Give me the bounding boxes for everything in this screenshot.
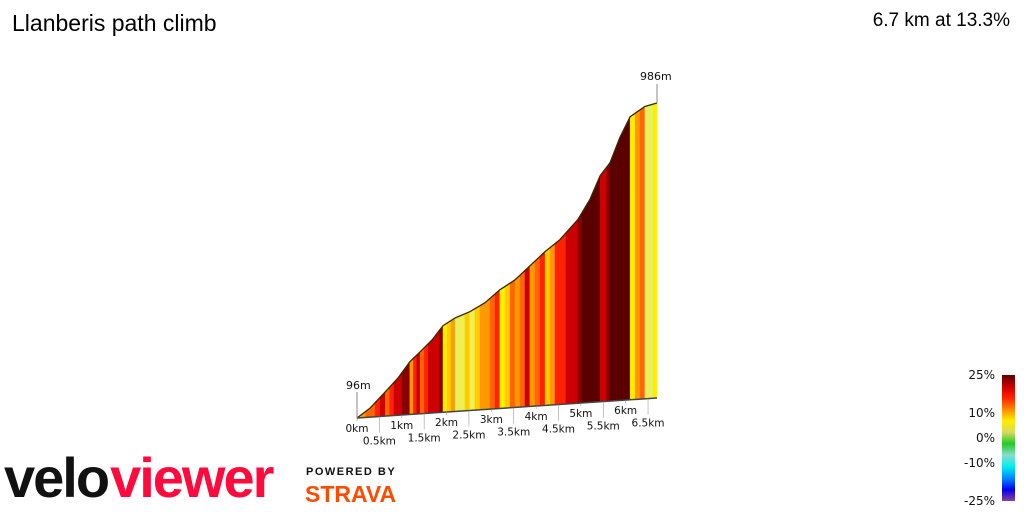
gradient-stripe	[554, 239, 561, 406]
legend-label: -10%	[964, 456, 995, 470]
gradient-stripe	[454, 315, 461, 412]
gradient-stripe	[494, 289, 501, 410]
gradient-stripe	[439, 325, 444, 413]
gradient-stripe	[589, 191, 594, 403]
gradient-stripe	[609, 154, 614, 402]
profile-baseline	[356, 397, 658, 419]
x-tick-label: 4km	[525, 411, 548, 423]
gradient-stripe	[565, 225, 572, 405]
gradient-stripe	[629, 112, 636, 401]
gradient-stripe	[616, 137, 621, 401]
gradient-stripe	[626, 116, 631, 401]
gradient-stripe	[509, 279, 516, 409]
gradient-color-bar	[1002, 375, 1015, 501]
logo-viewer: viewer	[110, 446, 274, 509]
gradient-stripe	[539, 251, 546, 407]
gradient-stripe	[534, 255, 541, 407]
gradient-stripe	[639, 106, 646, 400]
gradient-stripe	[529, 260, 536, 407]
x-tick-label: 4.5km	[542, 424, 575, 436]
legend-label: 25%	[968, 368, 995, 382]
gradient-stripe	[603, 166, 607, 402]
gradient-stripe	[596, 175, 601, 403]
gradient-stripe	[401, 366, 407, 416]
gradient-stripe	[409, 357, 414, 415]
gradient-stripe	[599, 170, 604, 403]
gradient-stripe	[619, 130, 624, 401]
gradient-stripe	[577, 212, 582, 404]
x-tick-label: 0km	[346, 423, 369, 435]
profile-top-line	[356, 102, 658, 419]
gradient-stripe	[613, 145, 617, 402]
x-tick-label: 0.5km	[363, 436, 396, 448]
gradient-stripe	[413, 354, 417, 415]
legend-label: -25%	[964, 494, 995, 508]
gradient-stripe	[585, 198, 591, 403]
gradient-stripe	[446, 320, 452, 413]
gradient-stripe	[593, 183, 597, 403]
x-tick-label: 5.5km	[587, 421, 620, 433]
gradient-stripe	[634, 109, 641, 400]
gradient-stripe	[652, 102, 658, 399]
start-elevation-label: 96m	[346, 379, 371, 392]
gradient-stripe	[479, 302, 486, 411]
gradient-stripe	[559, 232, 567, 405]
gradient-stripe	[389, 381, 395, 417]
x-tick-label: 3.5km	[497, 427, 530, 439]
gradient-stripe	[571, 219, 578, 404]
x-tick-label: 2.5km	[452, 430, 485, 442]
page-title: Llanberis path climb	[12, 10, 217, 36]
gradient-stripe	[405, 361, 411, 415]
gradient-stripe	[519, 270, 526, 408]
powered-by-label: POWERED BY	[306, 466, 397, 478]
gradient-stripe	[423, 343, 429, 414]
gradient-stripe	[450, 317, 456, 412]
gradient-stripe	[484, 297, 491, 410]
gradient-stripe	[648, 103, 654, 399]
profile-outline: 96m 986m	[346, 70, 672, 419]
gradient-stripe	[432, 334, 437, 414]
gradient-stripe	[459, 313, 466, 412]
gradient-stripe	[524, 265, 531, 408]
gradient-stripe	[393, 377, 399, 416]
legend-label: 0%	[976, 431, 995, 445]
x-tick-label: 1km	[390, 420, 413, 432]
gradient-stripe	[397, 371, 403, 416]
profile-stripes	[356, 102, 658, 419]
legend-label: 10%	[968, 406, 995, 420]
x-tick-label: 5km	[569, 408, 592, 420]
gradient-stripe	[606, 162, 611, 402]
gradient-stripe	[442, 322, 448, 413]
gradient-stripe	[474, 305, 481, 411]
gradient-stripe	[581, 205, 587, 404]
veloviewer-logo[interactable]: veloviewer	[4, 446, 274, 509]
strava-logo[interactable]: STRAVA	[305, 481, 397, 507]
end-elevation-label: 986m	[640, 70, 672, 83]
gradient-stripe	[427, 339, 433, 414]
gradient-stripe	[464, 311, 471, 412]
gradient-stripe	[544, 247, 551, 406]
x-tick-label: 1.5km	[408, 433, 441, 445]
x-tick-label: 6.5km	[632, 418, 665, 430]
climb-summary: 6.7 km at 13.3%	[872, 10, 1010, 31]
x-tick-label: 6km	[614, 405, 637, 417]
gradient-stripe	[644, 105, 650, 400]
gradient-stripe	[549, 243, 556, 406]
x-tick-label: 3km	[480, 414, 503, 426]
gradient-legend: 25% 10% 0% -10% -25%	[964, 368, 1015, 508]
gradient-stripe	[419, 347, 425, 415]
gradient-stripe	[514, 274, 521, 408]
gradient-stripe	[623, 123, 627, 401]
logo-velo: velo	[4, 446, 110, 509]
gradient-stripe	[435, 329, 440, 413]
gradient-stripe	[416, 351, 421, 415]
gradient-stripe	[469, 308, 476, 411]
gradient-stripe	[489, 293, 496, 410]
gradient-stripe	[504, 282, 511, 409]
gradient-stripe	[499, 286, 506, 409]
x-tick-label: 2km	[435, 417, 458, 429]
